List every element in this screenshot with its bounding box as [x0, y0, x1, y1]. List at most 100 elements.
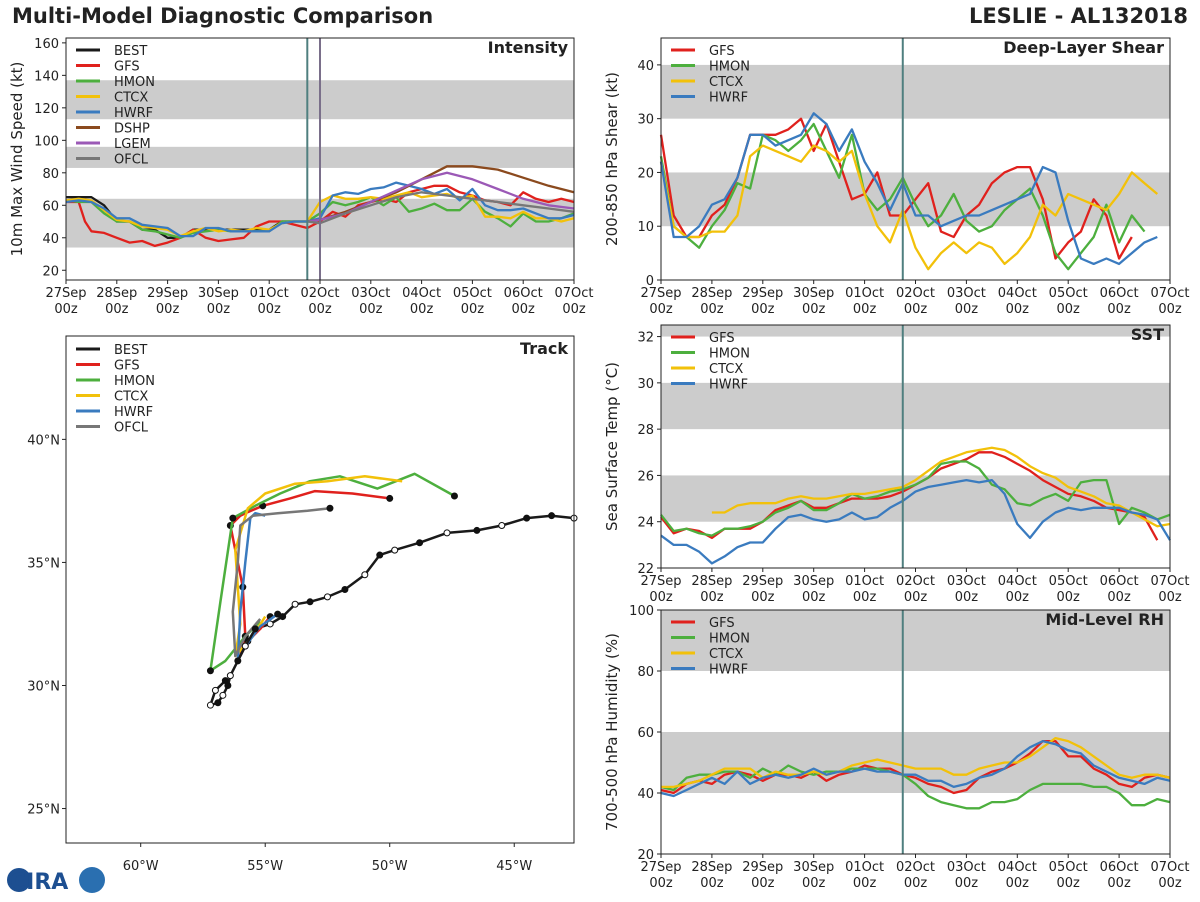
- intensity-legend-label: HWRF: [114, 106, 153, 121]
- shear-series-hmon: [659, 122, 1146, 271]
- shear-xtick-label: 00z: [955, 302, 979, 317]
- intensity-xtick-label: 00z: [156, 302, 180, 317]
- shear-xtick-label: 29Sep: [742, 286, 783, 301]
- track-point: [244, 637, 252, 645]
- track-xtick-label: 50°W: [372, 859, 408, 874]
- shear-legend-label: HWRF: [709, 91, 748, 106]
- track-point: [498, 522, 506, 530]
- track-point: [226, 522, 234, 530]
- shear-xtick-label: 00z: [904, 302, 928, 317]
- sst-xtick-label: 02Oct: [896, 574, 935, 589]
- track-point: [361, 571, 369, 579]
- track-point: [570, 514, 578, 522]
- track-point: [523, 514, 531, 522]
- sst-legend-label: GFS: [709, 331, 735, 346]
- track-point: [241, 632, 249, 640]
- shear-xtick-label: 00z: [649, 302, 673, 317]
- rh-ytick-label: 60: [637, 726, 654, 741]
- track-point: [214, 699, 222, 707]
- track-ytick-label: 30°N: [27, 679, 60, 694]
- shear-xtick-label: 00z: [1057, 302, 1081, 317]
- intensity-legend-label: OFCL: [114, 153, 149, 168]
- shear-title: Deep-Layer Shear: [1003, 38, 1164, 57]
- shear-legend-label: CTCX: [709, 75, 743, 90]
- rh-series-ctcx: [661, 736, 1171, 789]
- track-xtick-label: 45°W: [496, 859, 532, 874]
- sst-xtick-label: 00z: [751, 590, 775, 605]
- rh-xtick-label: 04Oct: [998, 860, 1037, 875]
- sst-xtick-label: 00z: [700, 590, 724, 605]
- intensity-legend-label: HMON: [114, 75, 155, 90]
- intensity-legend-label: CTCX: [114, 91, 148, 106]
- shear-legend-label: GFS: [709, 44, 735, 59]
- rh-xtick-label: 00z: [1107, 876, 1131, 891]
- track-series-hwrf: [236, 511, 279, 663]
- intensity-xtick-label: 00z: [308, 302, 332, 317]
- shear-band-0: [661, 172, 1170, 227]
- intensity-series-ctcx: [65, 191, 575, 238]
- track-point: [376, 551, 384, 559]
- intensity-xtick-label: 07Oct: [554, 286, 593, 301]
- rh-legend-label: CTCX: [709, 647, 743, 662]
- track-series-best: [254, 514, 575, 631]
- track-point: [326, 504, 334, 512]
- sst-band-0: [661, 475, 1170, 522]
- shear-ytick-label: 30: [637, 113, 654, 128]
- sst-ytick-label: 30: [637, 377, 654, 392]
- satellite-icon: [79, 867, 105, 893]
- shear-ytick-label: 20: [637, 166, 654, 181]
- track-legend-label: GFS: [114, 359, 140, 374]
- intensity-xtick-label: 06Oct: [504, 286, 543, 301]
- intensity-ytick-label: 140: [34, 69, 59, 84]
- sst-xtick-label: 04Oct: [998, 574, 1037, 589]
- intensity-series-gfs: [66, 184, 575, 248]
- track-legend-label: HMON: [114, 374, 155, 389]
- track-series-best-early: [209, 628, 257, 707]
- intensity-xtick-label: 00z: [512, 302, 536, 317]
- shear-xtick-label: 30Sep: [793, 286, 834, 301]
- intensity-xtick-label: 00z: [461, 302, 485, 317]
- rh-xtick-label: 27Sep: [640, 860, 681, 875]
- rh-series-hmon: [660, 764, 1171, 810]
- rh-ytick-label: 20: [637, 848, 654, 863]
- track-point: [306, 598, 314, 606]
- intensity-legend-label: DSHP: [114, 122, 150, 137]
- sst-xtick-label: 07Oct: [1150, 574, 1189, 589]
- track-point: [241, 642, 249, 650]
- intensity-series-hmon: [65, 196, 575, 239]
- rh-series-hwrf: [660, 739, 1171, 798]
- sst-ylabel: Sea Surface Temp (°C): [603, 362, 621, 531]
- sst-xtick-label: 27Sep: [640, 574, 681, 589]
- sst-xtick-label: 00z: [1158, 590, 1182, 605]
- track-point: [279, 613, 287, 621]
- page-title: Multi-Model Diagnostic Comparison: [12, 4, 434, 28]
- intensity-legend-label: BEST: [114, 44, 147, 59]
- sst-band-2: [661, 325, 1170, 337]
- intensity-xtick-label: 00z: [207, 302, 231, 317]
- track-point: [266, 620, 274, 628]
- intensity-xtick-label: 02Oct: [300, 286, 339, 301]
- track-point: [206, 667, 214, 675]
- sst-legend-label: HWRF: [709, 378, 748, 393]
- sst-xtick-label: 00z: [1107, 590, 1131, 605]
- track-point: [386, 494, 394, 502]
- intensity-ytick-label: 120: [34, 102, 59, 117]
- shear-xtick-label: 03Oct: [947, 286, 986, 301]
- intensity-xtick-label: 00z: [105, 302, 129, 317]
- track-point: [443, 529, 451, 537]
- intensity-legend-label: LGEM: [114, 137, 151, 152]
- intensity-xtick-label: 28Sep: [96, 286, 137, 301]
- track-series-gfs: [229, 489, 390, 658]
- shear-legend-label: HMON: [709, 60, 750, 75]
- intensity-title: Intensity: [488, 38, 569, 57]
- intensity-xtick-label: 00z: [258, 302, 282, 317]
- intensity-ytick-label: 20: [42, 264, 59, 279]
- sst-series-ctcx: [711, 446, 1171, 528]
- track-point: [251, 625, 259, 633]
- rh-xtick-label: 00z: [955, 876, 979, 891]
- sst-ytick-label: 26: [637, 469, 654, 484]
- rh-xtick-label: 07Oct: [1150, 860, 1189, 875]
- track-point: [211, 686, 219, 694]
- rh-xtick-label: 28Sep: [691, 860, 732, 875]
